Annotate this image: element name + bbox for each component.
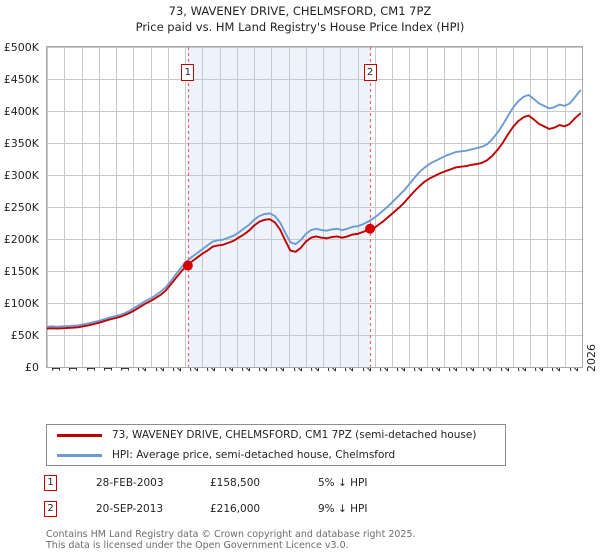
transaction-date: 28-FEB-2003	[96, 477, 164, 489]
y-axis-tick-label: £0	[25, 360, 39, 374]
chart-marker-flag: 2	[363, 64, 377, 81]
chart-marker-flag: 1	[181, 64, 195, 81]
legend-swatch-hpi	[57, 454, 102, 457]
sale-point-marker	[365, 223, 376, 234]
transaction-price: £158,500	[210, 477, 261, 489]
sale-point-marker	[182, 260, 193, 271]
x-axis-tick-label: 2026	[585, 344, 598, 372]
page-title: 73, WAVENEY DRIVE, CHELMSFORD, CM1 7PZ P…	[0, 3, 600, 35]
legend-row-property: 73, WAVENEY DRIVE, CHELMSFORD, CM1 7PZ (…	[47, 425, 505, 446]
y-axis-tick-label: £150K	[3, 264, 39, 278]
legend-label-property: 73, WAVENEY DRIVE, CHELMSFORD, CM1 7PZ (…	[112, 429, 477, 441]
transaction-badge: 1	[44, 475, 57, 491]
legend-swatch-property	[57, 434, 102, 437]
y-axis-tick-label: £50K	[10, 328, 39, 342]
chart-canvas	[47, 47, 582, 367]
footer-line-copyright: Contains HM Land Registry data © Crown c…	[46, 529, 416, 540]
title-address: 73, WAVENEY DRIVE, CHELMSFORD, CM1 7PZ	[168, 4, 432, 18]
y-axis-tick-label: £350K	[3, 136, 39, 150]
footer-line-licence: This data is licensed under the Open Gov…	[46, 540, 349, 551]
series-line	[47, 89, 582, 328]
transaction-date: 20-SEP-2013	[96, 503, 164, 515]
transaction-hpi-delta: 5% ↓ HPI	[318, 477, 368, 489]
price-history-chart	[46, 46, 583, 368]
chart-legend: 73, WAVENEY DRIVE, CHELMSFORD, CM1 7PZ (…	[46, 424, 506, 466]
y-axis-tick-label: £500K	[3, 40, 39, 54]
transaction-row: 2 20-SEP-2013 £216,000 9% ↓ HPI	[44, 499, 464, 521]
footer-attribution: Contains HM Land Registry data © Crown c…	[46, 529, 586, 551]
y-axis-tick-label: £250K	[3, 200, 39, 214]
series-line	[47, 112, 582, 330]
y-axis-labels: £0 £50K £100K £150K £200K £250K £300K £350K £400…	[0, 0, 44, 560]
title-subtitle: Price paid vs. HM Land Registry's House …	[135, 20, 465, 34]
y-axis-tick-label: £450K	[3, 72, 39, 86]
transaction-hpi-delta: 9% ↓ HPI	[318, 503, 368, 515]
transaction-badge: 2	[44, 501, 57, 517]
y-axis-tick-label: £400K	[3, 104, 39, 118]
y-axis-tick-label: £200K	[3, 232, 39, 246]
y-axis-tick-label: £300K	[3, 168, 39, 182]
legend-label-hpi: HPI: Average price, semi-detached house,…	[112, 449, 396, 461]
transaction-row: 1 28-FEB-2003 £158,500 5% ↓ HPI	[44, 473, 464, 495]
transaction-price: £216,000	[210, 503, 261, 515]
y-axis-tick-label: £100K	[3, 296, 39, 310]
legend-row-hpi: HPI: Average price, semi-detached house,…	[47, 445, 505, 466]
